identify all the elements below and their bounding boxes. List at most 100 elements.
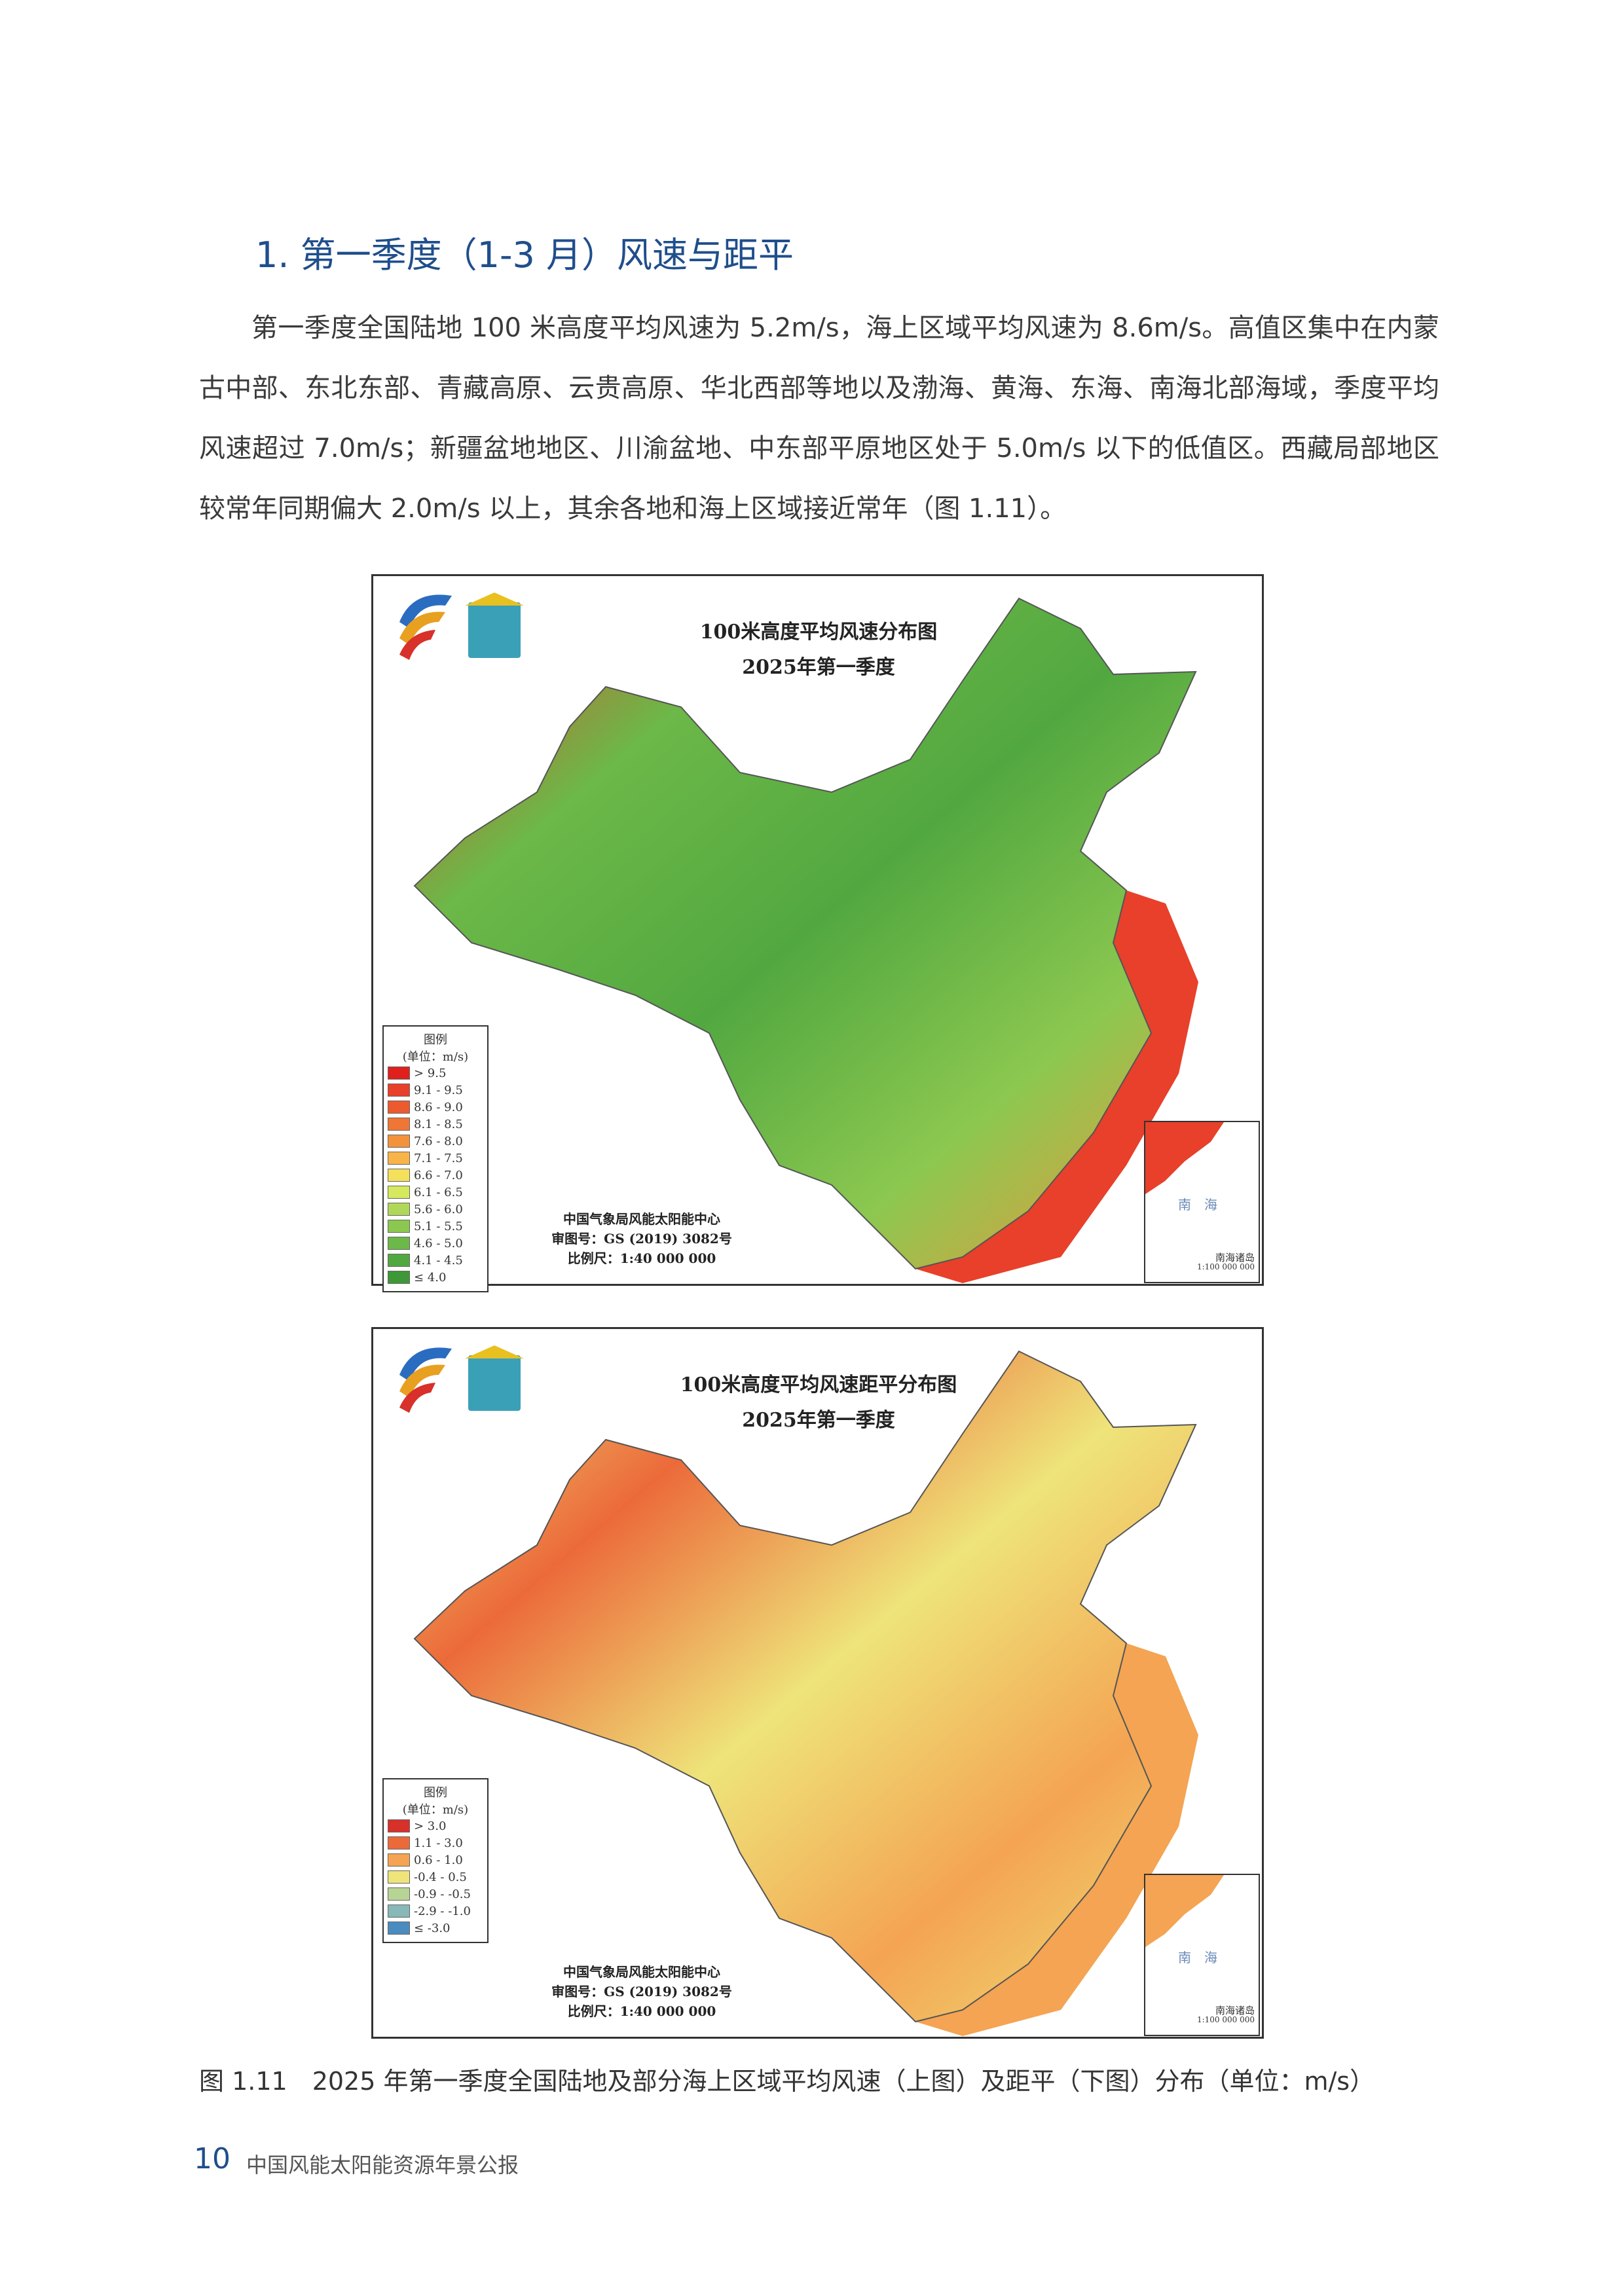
legend-row: 7.1 - 7.5 — [388, 1150, 483, 1167]
inset-map: 南 海南海诸岛 1:100 000 000 — [1144, 1121, 1260, 1283]
inset-label: 南海诸岛 — [1215, 2005, 1255, 2016]
map — [399, 1345, 1198, 2036]
inset-svg — [1145, 1122, 1224, 1194]
legend-row: 6.1 - 6.5 — [388, 1184, 483, 1201]
legend-row: 4.1 - 4.5 — [388, 1252, 483, 1269]
map-title: 2025年第一季度 — [742, 1409, 895, 1432]
legend-row: -0.4 - 0.5 — [388, 1868, 483, 1886]
legend-label: > 3.0 — [414, 1819, 447, 1833]
map-note: 审图号：GS (2019) 3082号 — [551, 1231, 732, 1247]
map-note: 中国气象局风能太阳能中心 — [563, 1964, 720, 1980]
legend-row: ≤ -3.0 — [388, 1920, 483, 1937]
logo-roof — [465, 592, 524, 606]
inset-coast — [1145, 1122, 1224, 1194]
legend: 图例 (单位：m/s) > 9.5 9.1 - 9.5 8.6 - 9.0 8.1 - 8… — [382, 1025, 489, 1292]
legend-unit: (单位：m/s) — [402, 1803, 469, 1817]
map-title: 100米高度平均风速分布图 — [699, 621, 938, 644]
legend-row: 6.6 - 7.0 — [388, 1167, 483, 1184]
logo-arc — [399, 1383, 435, 1413]
legend-swatch — [388, 1101, 410, 1114]
legend-label: -0.4 - 0.5 — [414, 1870, 467, 1884]
legend-swatch — [388, 1066, 410, 1080]
logo-roof — [465, 1345, 524, 1358]
figure: 100米高度平均风速分布图 2025年第一季度 图例 (单位：m/s) > 9.5 9.1… — [371, 574, 1264, 1292]
inset-svg — [1145, 1875, 1224, 1947]
legend-label: 4.1 - 4.5 — [414, 1253, 463, 1267]
logo-box — [468, 1355, 521, 1411]
legend-unit: (单位：m/s) — [402, 1050, 469, 1064]
legend-swatch — [388, 1904, 410, 1918]
legend-label: 6.6 - 7.0 — [414, 1168, 463, 1182]
map-note: 比例尺：1:40 000 000 — [567, 2003, 716, 2019]
inset-map: 南 海南海诸岛 1:100 000 000 — [1144, 1874, 1260, 2036]
legend-label: 5.6 - 6.0 — [414, 1202, 463, 1216]
legend-label: 7.1 - 7.5 — [414, 1151, 463, 1165]
legend-label: ≤ -3.0 — [414, 1921, 451, 1935]
logo-arc — [399, 630, 435, 660]
legend-label: ≤ 4.0 — [414, 1270, 447, 1285]
legend-swatch — [388, 1118, 410, 1131]
logo-arc — [399, 1364, 445, 1398]
inset-label: 1:100 000 000 — [1196, 1262, 1255, 1271]
legend-swatch — [388, 1169, 410, 1182]
legend-label: 6.1 - 6.5 — [414, 1185, 463, 1199]
legend-swatch — [388, 1887, 410, 1901]
legend-swatch — [388, 1237, 410, 1250]
map-note: 审图号：GS (2019) 3082号 — [551, 1984, 732, 1999]
legend-swatch — [388, 1220, 410, 1233]
map-notes: 中国气象局风能太阳能中心 审图号：GS (2019) 3082号 比例尺：1:40 … — [544, 1209, 740, 1268]
legend-label: > 9.5 — [414, 1066, 447, 1080]
legend-swatch — [388, 1819, 410, 1832]
legend-row: > 9.5 — [388, 1065, 483, 1082]
legend-swatch — [388, 1203, 410, 1216]
legend: 图例 (单位：m/s) > 3.0 1.1 - 3.0 0.6 - 1.0 -0.4 - … — [382, 1778, 489, 1943]
legend-label: 5.1 - 5.5 — [414, 1219, 463, 1233]
legend-swatch — [388, 1870, 410, 1884]
legend-row: 5.1 - 5.5 — [388, 1218, 483, 1235]
map-title: 100米高度平均风速距平分布图 — [680, 1374, 957, 1396]
legend-row: -2.9 - -1.0 — [388, 1903, 483, 1920]
china-outline — [413, 597, 1197, 1270]
legend-title: 图例 — [424, 1786, 447, 1800]
legend-label: 7.6 - 8.0 — [414, 1134, 463, 1148]
legend-swatch — [388, 1836, 410, 1850]
sea-band — [915, 1643, 1198, 2036]
sea-band — [915, 890, 1198, 1283]
legend-row: -0.9 - -0.5 — [388, 1886, 483, 1903]
china-outline — [413, 1350, 1197, 2023]
logo-arc — [399, 594, 452, 629]
legend-label: 1.1 - 3.0 — [414, 1836, 463, 1850]
inset-label: 1:100 000 000 — [1196, 2015, 1255, 2024]
legend-swatch — [388, 1853, 410, 1867]
legend-swatch — [388, 1135, 410, 1148]
inset-label: 南海诸岛 — [1215, 1252, 1255, 1264]
legend-row: 7.6 - 8.0 — [388, 1133, 483, 1150]
page-number: 10 — [194, 2142, 231, 2176]
map-notes: 中国气象局风能太阳能中心 审图号：GS (2019) 3082号 比例尺：1:40 … — [544, 1962, 740, 2021]
legend-label: -2.9 - -1.0 — [414, 1904, 471, 1918]
legend-row: 8.6 - 9.0 — [388, 1099, 483, 1116]
legend-label: 9.1 - 9.5 — [414, 1083, 463, 1097]
legend-label: 8.1 - 8.5 — [414, 1117, 463, 1131]
inset-coast — [1145, 1875, 1224, 1947]
section-heading: 1. 第一季度（1-3 月）风速与距平 — [255, 234, 794, 276]
logo-box — [468, 602, 521, 658]
paragraph: 第一季度全国陆地 100 米高度平均风速为 5.2m/s，海上区域平均风速为 8… — [199, 313, 1439, 524]
logo-arc — [399, 611, 445, 645]
legend-swatch — [388, 1254, 410, 1267]
legend-row: 5.6 - 6.0 — [388, 1201, 483, 1218]
legend-swatch — [388, 1922, 410, 1935]
legend-swatch — [388, 1271, 410, 1284]
inset-sea: 南 海 — [1178, 1197, 1217, 1212]
legend-row: ≤ 4.0 — [388, 1269, 483, 1286]
legend-row: 8.1 - 8.5 — [388, 1116, 483, 1133]
logo-arc — [399, 1347, 452, 1381]
legend-label: 0.6 - 1.0 — [414, 1853, 463, 1867]
footer-title: 中国风能太阳能资源年景公报 — [246, 2153, 519, 2178]
map — [399, 592, 1198, 1283]
legend-label: 8.6 - 9.0 — [414, 1100, 463, 1114]
legend-row: > 3.0 — [388, 1817, 483, 1834]
legend-row: 0.6 - 1.0 — [388, 1851, 483, 1868]
legend-row: 9.1 - 9.5 — [388, 1082, 483, 1099]
